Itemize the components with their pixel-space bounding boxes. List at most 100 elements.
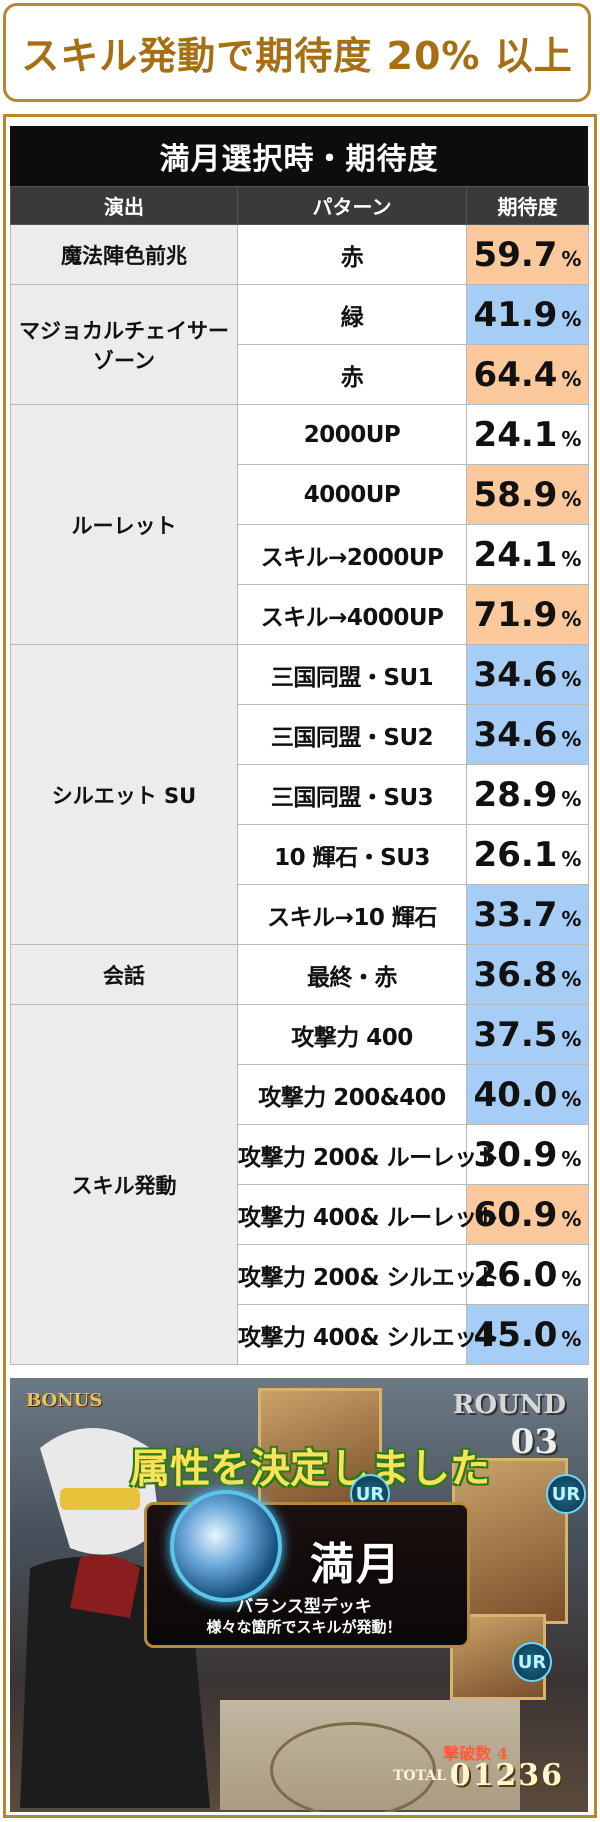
deck-description: 様々な箇所でスキルが発動！ <box>206 1618 402 1636</box>
column-header-pattern: パターン <box>237 186 467 225</box>
table-row: スキル→10 輝石 33.7% <box>11 884 589 945</box>
expectation-cell: 37.5% <box>466 1004 589 1065</box>
expectation-cell: 24.1% <box>466 404 589 465</box>
percent-sign: % <box>561 666 582 691</box>
magic-circle-decoration <box>270 1722 436 1812</box>
column-header-effect: 演出 <box>10 186 238 225</box>
expectation-value: 36.8 <box>473 954 558 995</box>
expectation-cell: 33.7% <box>466 884 589 945</box>
expectation-value: 26.0 <box>473 1254 558 1295</box>
column-header-expectation: 期待度 <box>466 186 589 225</box>
expectation-cell: 30.9% <box>466 1124 589 1185</box>
full-moon-icon <box>170 1490 282 1602</box>
expectation-table-wrap: 満月選択時・期待度 演出 パターン 期待度 魔法陣色前兆赤 59.7% マジョカルチ… <box>10 126 589 1365</box>
table-row: 攻撃力 400& シルエット 45.0% <box>11 1304 589 1365</box>
percent-sign: % <box>561 1026 582 1051</box>
round-label: ROUND <box>452 1390 566 1420</box>
expectation-value: 60.9 <box>473 1194 558 1235</box>
expectation-value: 34.6 <box>473 714 558 755</box>
table-header-row: 演出 パターン 期待度 <box>10 186 589 225</box>
expectation-value: 71.9 <box>473 594 558 635</box>
expectation-value: 26.1 <box>473 834 558 875</box>
expectation-value: 28.9 <box>473 774 558 815</box>
expectation-cell: 26.0% <box>466 1244 589 1305</box>
ur-badge-icon: UR <box>546 1474 586 1514</box>
effect-category: 魔法陣色前兆 <box>10 224 238 285</box>
page-title: スキル発動で期待度 20% 以上 <box>21 34 573 78</box>
pattern-cell: 最終・赤 <box>237 944 467 1005</box>
pattern-cell: 攻撃力 400& ルーレット <box>237 1184 500 1245</box>
page-title-box: スキル発動で期待度 20% 以上 <box>3 3 591 102</box>
pattern-cell: 攻撃力 200& ルーレット <box>237 1124 500 1185</box>
expectation-value: 59.7 <box>473 234 558 275</box>
table-row: スキル発動 攻撃力 400 37.5% <box>10 1004 589 1365</box>
table-row: スキル→4000UP 71.9% <box>11 584 589 645</box>
expectation-cell: 41.9% <box>466 284 589 345</box>
table-row: 4000UP 58.9% <box>11 464 589 525</box>
percent-sign: % <box>561 1326 582 1351</box>
expectation-cell: 28.9% <box>466 764 589 825</box>
table-row: 攻撃力 200&400 40.0% <box>11 1064 589 1125</box>
pattern-cell: 攻撃力 200&400 <box>237 1064 467 1125</box>
expectation-value: 45.0 <box>473 1314 558 1355</box>
pattern-cell: 攻撃力 400& シルエット <box>237 1304 500 1365</box>
effect-category: 会話 <box>10 944 238 1005</box>
expectation-cell: 36.8% <box>466 944 589 1005</box>
expectation-value: 64.4 <box>473 354 558 395</box>
percent-sign: % <box>561 486 582 511</box>
percent-sign: % <box>561 786 582 811</box>
expectation-cell: 24.1% <box>466 524 589 585</box>
expectation-value: 24.1 <box>473 534 558 575</box>
expectation-table: 演出 パターン 期待度 魔法陣色前兆赤 59.7% マジョカルチェイサーゾーン緑 41… <box>10 186 589 1365</box>
table-row: スキル→2000UP 24.1% <box>11 524 589 585</box>
percent-sign: % <box>561 306 582 331</box>
expectation-cell: 34.6% <box>466 704 589 765</box>
deck-type-label: バランス型デッキ <box>236 1597 372 1617</box>
expectation-cell: 59.7% <box>466 224 589 285</box>
table-row: マジョカルチェイサーゾーン緑 41.9% <box>10 284 589 405</box>
bonus-banner: BONUS ROUND 03 属性を決定しました UR UR UR 満月 バラン… <box>10 1378 588 1812</box>
defeat-count: 撃破数 4 <box>443 1744 508 1763</box>
expectation-value: 30.9 <box>473 1134 558 1175</box>
pattern-cell: 緑 <box>237 284 467 345</box>
percent-sign: % <box>561 606 582 631</box>
pattern-cell: スキル→2000UP <box>237 524 467 585</box>
table-row: 魔法陣色前兆赤 59.7% <box>10 224 589 285</box>
expectation-cell: 64.4% <box>466 344 589 405</box>
percent-sign: % <box>561 906 582 931</box>
table-row: ルーレット 2000UP 24.1% <box>10 404 589 645</box>
expectation-value: 33.7 <box>473 894 558 935</box>
pattern-cell: 2000UP <box>237 404 467 465</box>
pattern-cell: 三国同盟・SU1 <box>237 644 467 705</box>
expectation-value: 41.9 <box>473 294 558 335</box>
expectation-cell: 71.9% <box>466 584 589 645</box>
expectation-cell: 34.6% <box>466 644 589 705</box>
round-number: 03 <box>510 1422 558 1462</box>
pattern-cell: 攻撃力 200& シルエット <box>237 1244 500 1305</box>
table-row: シルエット SU 三国同盟・SU1 34.6% <box>10 644 589 945</box>
pattern-cell: 三国同盟・SU3 <box>237 764 467 825</box>
percent-sign: % <box>561 1266 582 1291</box>
percent-sign: % <box>561 726 582 751</box>
percent-sign: % <box>561 546 582 571</box>
table-row: 三国同盟・SU3 28.9% <box>11 764 589 825</box>
total-label: TOTAL <box>393 1768 446 1784</box>
pattern-cell: 赤 <box>237 224 467 285</box>
expectation-cell: 45.0% <box>466 1304 589 1365</box>
effect-category: マジョカルチェイサーゾーン <box>10 284 238 405</box>
percent-sign: % <box>561 1086 582 1111</box>
percent-sign: % <box>561 1146 582 1171</box>
expectation-value: 24.1 <box>473 414 558 455</box>
attribute-decided-heading: 属性を決定しました <box>130 1446 490 1492</box>
table-frame <box>3 114 597 1818</box>
table-row: 攻撃力 400& ルーレット 60.9% <box>11 1184 589 1245</box>
pattern-cell: 10 輝石・SU3 <box>237 824 467 885</box>
expectation-cell: 60.9% <box>466 1184 589 1245</box>
percent-sign: % <box>561 426 582 451</box>
effect-category: スキル発動 <box>10 1004 238 1365</box>
pattern-cell: 攻撃力 400 <box>237 1004 467 1065</box>
table-row: 三国同盟・SU2 34.6% <box>11 704 589 765</box>
total-value: 01236 <box>449 1758 564 1793</box>
attribute-name: 満月 <box>310 1539 402 1590</box>
percent-sign: % <box>561 246 582 271</box>
